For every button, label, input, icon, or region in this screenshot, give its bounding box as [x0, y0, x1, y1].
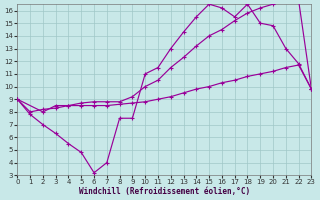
X-axis label: Windchill (Refroidissement éolien,°C): Windchill (Refroidissement éolien,°C) [79, 187, 250, 196]
